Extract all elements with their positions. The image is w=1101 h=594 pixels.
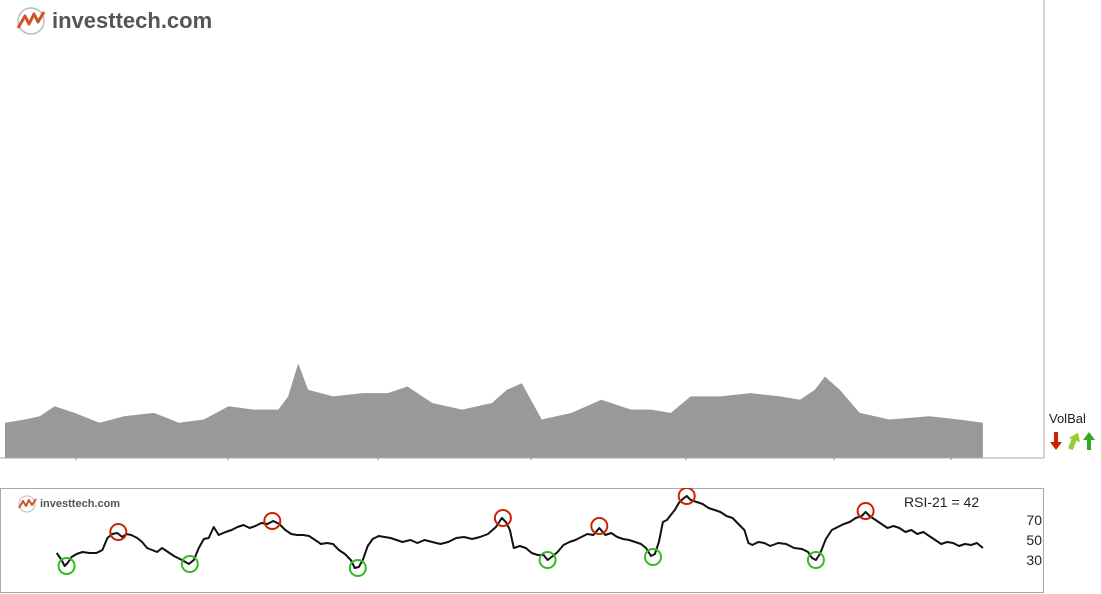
rsi-bottom-marker — [57, 557, 76, 575]
rsi-y-axis: 70 50 30 — [1026, 512, 1042, 568]
x-tick-label: Sep — [366, 458, 391, 460]
x-tick-label: May — [63, 458, 89, 460]
rsi-line — [55, 495, 984, 569]
volbal-label: VolBal — [1049, 411, 1086, 426]
rsi-tick-label: 70 — [1026, 512, 1042, 528]
rsi-bottom-marker — [348, 559, 367, 577]
rsi-polyline — [55, 495, 984, 569]
x-tick-label: Nov — [519, 458, 544, 460]
rsi-title: RSI-21 = 42 — [904, 494, 979, 510]
rsi-chart: 70 50 30 RSI-21 = 42 — [0, 488, 1044, 593]
x-tick-label: Mar — [822, 458, 846, 460]
volbal-indicator: VolBal — [1049, 411, 1095, 451]
rsi-bottom-marker — [644, 548, 662, 566]
investtech-logo-small-icon — [18, 495, 37, 513]
rsi-tick-label: 50 — [1026, 532, 1042, 548]
rsi-top-marker — [263, 512, 282, 530]
x-tick-label: May — [938, 458, 964, 460]
rsi-top-marker — [856, 502, 875, 520]
brand-name-small: investtech.com — [40, 498, 121, 510]
rsi-top-marker — [109, 523, 128, 541]
volume-area — [5, 363, 983, 458]
rsi-bottom-marker — [538, 551, 557, 569]
investtech-logo-icon — [16, 7, 46, 35]
rsi-tick-label: 30 — [1026, 552, 1042, 568]
brand-name: investtech.com — [52, 8, 213, 33]
volume-area-shape — [5, 363, 983, 458]
x-tick-label: Jan23 — [667, 458, 705, 460]
investtech-logo-small: investtech.com — [16, 495, 120, 513]
arrow-up-icon — [1083, 432, 1095, 450]
investtech-logo: investtech.com — [14, 6, 212, 36]
rsi-bottom-marker — [180, 555, 199, 573]
price-chart: DBDB 24876182701869921383157911777016512… — [0, 0, 1095, 460]
rsi-top-marker — [677, 488, 696, 505]
x-axis: May Jul Sep Nov Jan23 Mar May — [63, 458, 964, 460]
arrow-up-right-icon — [1068, 432, 1080, 451]
rsi-annotations — [57, 488, 875, 577]
x-tick-label: Jul — [219, 458, 237, 460]
rsi-top-marker — [590, 517, 609, 535]
rsi-bottom-marker — [806, 551, 825, 569]
rsi-top-marker — [493, 509, 512, 527]
arrow-down-icon — [1050, 432, 1062, 450]
